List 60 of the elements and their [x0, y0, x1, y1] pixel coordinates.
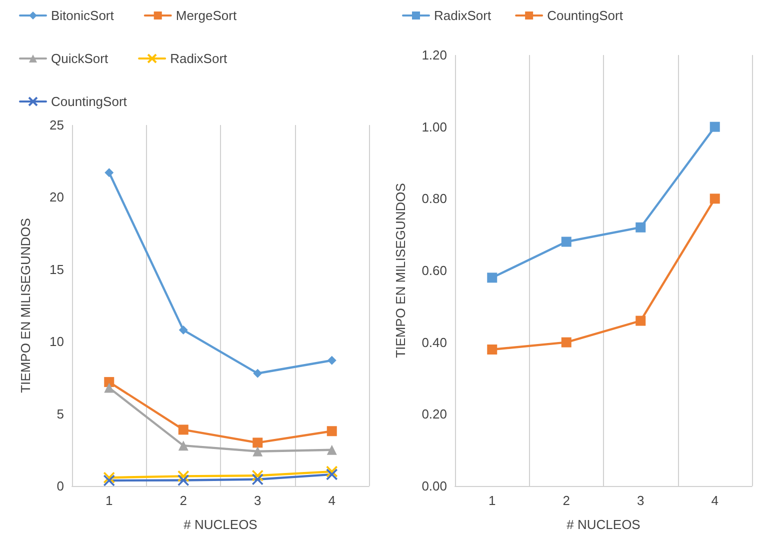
x-tick-label: 1	[106, 493, 113, 508]
legend-label: RadixSort	[434, 8, 492, 23]
legend-label: MergeSort	[176, 8, 237, 23]
y-axis-title: TIEMPO EN MILISEGUNDOS	[393, 182, 408, 358]
point	[636, 222, 646, 232]
point	[326, 466, 338, 478]
point	[178, 440, 188, 451]
point	[710, 194, 720, 204]
y-tick-label: 0.60	[422, 263, 447, 278]
point	[104, 382, 114, 393]
y-tick-label: 20	[50, 190, 64, 205]
x-tick-label: 2	[562, 493, 570, 508]
y-tick-label: 1.20	[422, 48, 447, 62]
y-tick-label: 0.80	[422, 191, 447, 206]
legend-label: RadixSort	[170, 51, 228, 66]
point	[253, 368, 262, 378]
y-tick-label: 1.00	[422, 119, 447, 134]
point	[178, 424, 188, 435]
point	[252, 473, 264, 486]
y-tick-label: 25	[50, 118, 64, 132]
point	[104, 168, 114, 178]
point	[103, 472, 116, 484]
x-tick-label: 4	[328, 493, 336, 508]
point	[326, 426, 337, 436]
y-tick-label: 5	[56, 406, 64, 422]
point	[252, 446, 263, 456]
point	[252, 438, 263, 448]
point	[561, 337, 572, 348]
y-tick-label: 10	[50, 334, 64, 350]
point	[178, 326, 188, 335]
x-tick-label: 3	[254, 493, 262, 508]
point	[177, 470, 190, 482]
point	[103, 474, 116, 486]
y-tick-label: 0.20	[422, 406, 447, 422]
point	[636, 316, 646, 326]
y-tick-label: 0.00	[422, 478, 447, 494]
point	[177, 474, 190, 486]
x-tick-label: 4	[711, 493, 718, 508]
x-tick-label: 2	[180, 493, 187, 508]
legend-label: BitonicSort	[51, 8, 114, 23]
y-tick-label: 0.40	[422, 334, 447, 350]
x-axis-title: # NUCLEOS	[184, 517, 258, 532]
y-tick-label: 0	[56, 478, 64, 494]
point	[327, 356, 336, 365]
x-tick-label: 1	[488, 493, 496, 508]
point	[487, 344, 498, 355]
y-tick-label: 15	[50, 262, 64, 277]
point	[326, 468, 338, 480]
legend-label: CountingSort	[547, 8, 624, 23]
point	[252, 470, 264, 482]
point	[326, 444, 337, 455]
point	[487, 272, 498, 283]
legend-label: QuickSort	[51, 51, 108, 66]
x-tick-label: 3	[637, 493, 644, 508]
point	[561, 236, 572, 247]
x-axis-title: # NUCLEOS	[566, 517, 641, 532]
point	[104, 377, 114, 388]
point	[710, 122, 720, 132]
legend-label: CountingSort	[51, 94, 128, 109]
y-axis-title: TIEMPO EN MILISEGUNDOS	[18, 218, 33, 393]
